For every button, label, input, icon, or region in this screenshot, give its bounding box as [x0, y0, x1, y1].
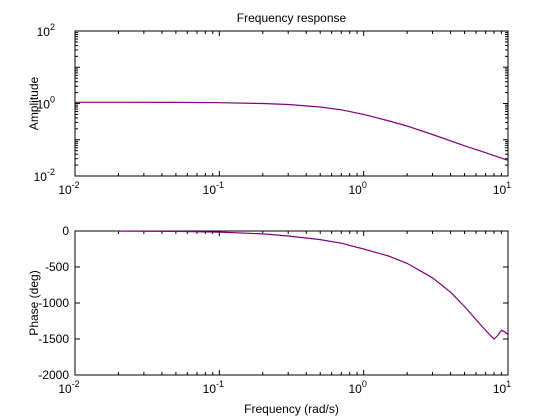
x-tick-label: 10-1	[203, 379, 224, 396]
y-tick-label: -500	[45, 260, 69, 274]
x-tick-label: 10-2	[58, 180, 79, 197]
chart-title: Frequency response	[237, 11, 347, 25]
x-tick-label: 101	[493, 379, 511, 396]
x-tick-label-exponent: 0	[362, 379, 367, 389]
x-tick-label-base: 10	[348, 183, 362, 197]
y-tick-label-base: 10	[37, 25, 51, 39]
y-tick-label: 100	[37, 95, 55, 112]
x-axis-label: Frequency (rad/s)	[244, 402, 339, 416]
x-tick-label-exponent: -2	[72, 379, 80, 389]
x-tick-label-base: 10	[203, 183, 217, 197]
y-axis-label: Amplitude	[27, 77, 41, 131]
x-tick-label-exponent: -1	[216, 180, 224, 190]
y-tick-label-exponent: 2	[50, 22, 55, 32]
y-tick-label: -2000	[38, 368, 69, 382]
x-tick-label-base: 10	[58, 382, 72, 396]
x-tick-label-exponent: -1	[216, 379, 224, 389]
series-line	[75, 101, 509, 161]
x-tick-label: 10-2	[58, 379, 79, 396]
y-axis: 0 -500 -1000 -1500 -2000	[38, 224, 508, 382]
y-tick-label-exponent: 0	[50, 95, 55, 105]
y-tick-label: 0	[62, 224, 69, 238]
x-tick-label-exponent: -2	[72, 180, 80, 190]
x-tick-label: 100	[348, 180, 366, 197]
x-tick-label-exponent: 0	[362, 180, 367, 190]
y-tick-label-exponent: -2	[47, 167, 55, 177]
phase-plot: 10-2 10-1 100 1010-500-1000-1500-2000Phase …	[27, 224, 511, 416]
y-tick-label-base: 10	[34, 170, 48, 184]
x-tick-label: 100	[348, 379, 366, 396]
x-tick-label-base: 10	[203, 382, 217, 396]
y-tick-label: -1500	[38, 332, 69, 346]
y-tick-label: -1000	[38, 296, 69, 310]
y-tick-label: 102	[37, 22, 55, 39]
plot-frame	[74, 230, 509, 376]
series-line	[118, 230, 509, 340]
x-tick-label: 101	[493, 180, 511, 197]
y-tick-label: 10-2	[34, 167, 55, 184]
x-axis: 10-2 10-1 100 101	[58, 231, 511, 396]
x-tick-label-base: 10	[348, 382, 362, 396]
x-tick-label-exponent: 1	[506, 379, 511, 389]
x-tick-label: 10-1	[203, 180, 224, 197]
x-axis: 10-2 10-1 100 101	[58, 31, 511, 197]
plot-frame	[74, 30, 509, 177]
x-tick-label-exponent: 1	[506, 180, 511, 190]
x-tick-label-base: 10	[493, 382, 507, 396]
x-tick-label-base: 10	[58, 183, 72, 197]
x-tick-label-base: 10	[493, 183, 507, 197]
y-axis-label: Phase (deg)	[27, 270, 41, 335]
y-tick-label-base: 10	[37, 98, 51, 112]
